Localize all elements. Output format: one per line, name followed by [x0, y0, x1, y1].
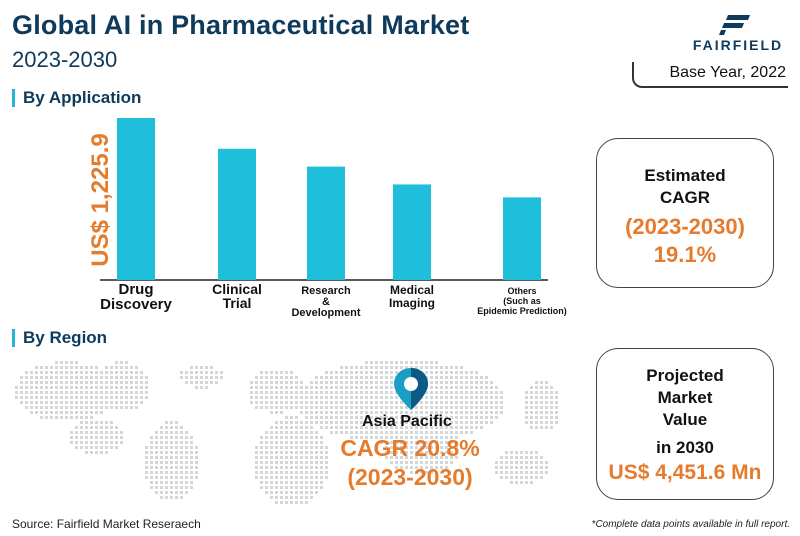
- region-cagr-period: (2023-2030): [347, 464, 473, 490]
- category-label-3: Research & Development: [291, 285, 360, 319]
- logo-mark-icon: [719, 15, 750, 35]
- section-by-application: By Application: [12, 89, 141, 107]
- market-card-value: US$ 4,451.6 Mn: [608, 461, 762, 484]
- logo-text: FAIRFIELD: [692, 37, 784, 53]
- footnote: *Complete data points available in full …: [591, 519, 790, 530]
- world-map: [15, 361, 558, 504]
- market-card-line3: Value: [662, 410, 708, 429]
- bar-2: [218, 148, 256, 280]
- source-note: Source: Fairfield Market Reseraech: [12, 517, 201, 531]
- market-card-line4: in 2030: [656, 438, 714, 457]
- category-label-5: Others (Such as Epidemic Prediction): [477, 286, 567, 316]
- cagr-card-line2: CAGR: [659, 188, 711, 207]
- fairfield-logo: FAIRFIELD: [688, 12, 788, 56]
- location-pin-icon: [394, 368, 428, 410]
- region-cagr: CAGR 20.8% (2023-2030): [330, 434, 490, 492]
- section-by-region: By Region: [12, 329, 107, 347]
- bar-1: [117, 118, 155, 280]
- bar-3: [307, 166, 345, 280]
- category-label-1: Drug Discovery: [100, 281, 172, 313]
- cagr-card-period: (2023-2030): [625, 214, 745, 239]
- page-title: Global AI in Pharmaceutical Market: [12, 10, 470, 40]
- y-axis-label: US$ 1,225.9: [87, 133, 114, 266]
- market-card-line2: Market: [657, 388, 713, 407]
- application-bar-chart: US$ 1,225.9 Drug Discovery Clinical Trial Res…: [87, 118, 567, 319]
- estimated-cagr-card: Estimated CAGR (2023-2030) 19.1%: [596, 138, 774, 288]
- map-dots: [15, 361, 558, 504]
- projected-market-card: Projected Market Value in 2030 US$ 4,451…: [596, 348, 774, 500]
- cagr-card-value: 19.1%: [653, 242, 717, 267]
- region-cagr-value: CAGR 20.8%: [340, 435, 480, 461]
- region-name: Asia Pacific: [362, 413, 452, 430]
- page-subtitle: 2023-2030: [12, 47, 118, 72]
- bar-4: [393, 184, 431, 280]
- base-year-label: Base Year, 2022: [632, 62, 788, 88]
- cagr-card-line1: Estimated: [644, 166, 726, 185]
- bar-5: [503, 197, 541, 280]
- category-label-4: Medical Imaging: [389, 283, 435, 310]
- market-card-line1: Projected: [646, 366, 724, 385]
- category-label-2: Clinical Trial: [212, 281, 262, 311]
